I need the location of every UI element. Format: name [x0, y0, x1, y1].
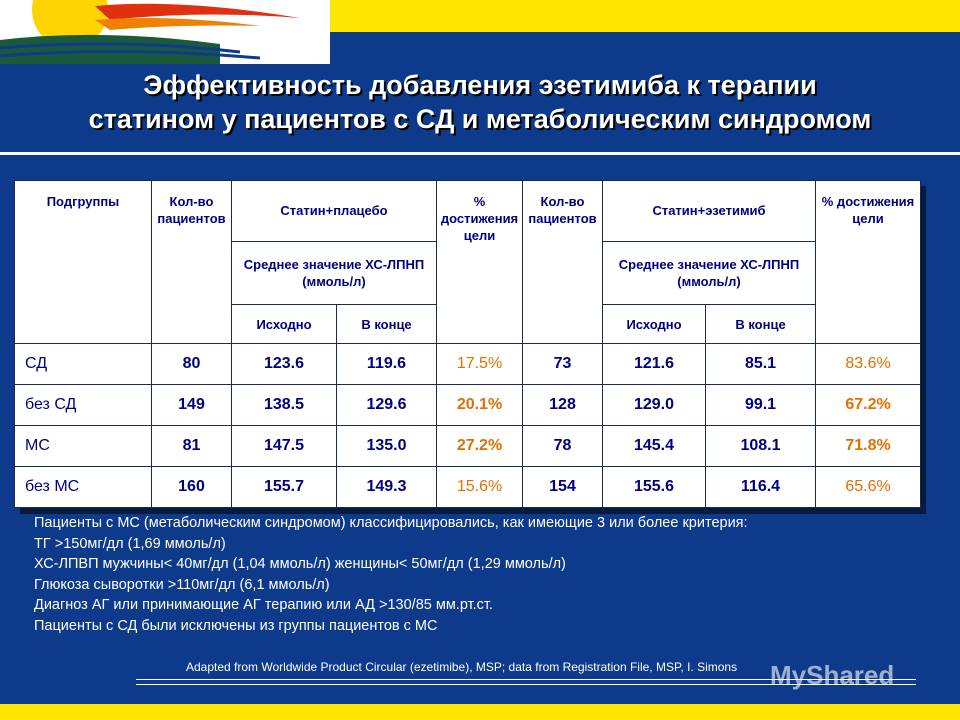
header-baseline-placebo: Исходно: [231, 303, 337, 345]
header-baseline-ezetimibe: Исходно: [602, 303, 706, 345]
header-goal-percent-ezetimibe: % достижения цели: [815, 179, 922, 345]
cell-n-ezetimibe: 128: [522, 384, 603, 427]
cell-group: без СД: [14, 384, 152, 427]
header-end-ezetimibe: В конце: [704, 303, 817, 345]
cell-baseline-ezetimibe: 121.6: [602, 343, 706, 386]
cell-goal-placebo: 17.5%: [436, 343, 523, 386]
results-table-container: Подгруппы Кол-во пациентов Статин+плацеб…: [14, 179, 922, 508]
header-mean-ldl-ezetimibe: Среднее значение ХС-ЛПНП (ммоль/л): [601, 240, 817, 305]
cell-n-ezetimibe: 73: [522, 343, 603, 386]
cell-end-placebo: 119.6: [336, 343, 437, 386]
cell-end-placebo: 149.3: [336, 466, 437, 508]
cell-goal-placebo: 27.2%: [436, 425, 523, 468]
note-line: Диагноз АГ или принимающие АГ терапию ил…: [34, 597, 493, 613]
cell-end-placebo: 129.6: [336, 384, 437, 427]
cell-baseline-ezetimibe: 145.4: [602, 425, 706, 468]
note-line: Пациенты с СД были исключены из группы п…: [34, 617, 438, 634]
header-patient-count-placebo: Кол-во пациентов: [151, 179, 232, 345]
note-line: ТГ >150мг/дл (1,69 ммоль/л): [34, 535, 226, 552]
watermark-logo: MyShared: [770, 660, 895, 690]
cell-group: без МС: [14, 466, 152, 508]
cell-goal-placebo: 15.6%: [436, 466, 523, 508]
note-line: Пациенты с МС (метаболическим синдромом)…: [34, 515, 748, 531]
header-statin-ezetimibe: Статин+эзетимиб: [601, 180, 817, 242]
header-goal-percent-placebo: % достижения цели: [436, 179, 523, 345]
header-patient-count-ezetimibe: Кол-во пациентов: [522, 179, 603, 345]
cell-end-ezetimibe: 116.4: [704, 466, 817, 508]
cell-baseline-placebo: 123.6: [231, 343, 337, 386]
footer-divider: [136, 679, 916, 685]
table-row: без СД 149 138.5 129.6 20.1% 128 129.0 9…: [14, 384, 922, 427]
cell-end-ezetimibe: 108.1: [704, 425, 817, 468]
cell-goal-ezetimibe: 65.6%: [815, 466, 922, 508]
cell-goal-ezetimibe: 71.8%: [815, 425, 922, 468]
table-row: МС 81 147.5 135.0 27.2% 78 145.4 108.1 7…: [14, 425, 922, 468]
header-end-placebo: В конце: [336, 303, 437, 345]
cell-end-ezetimibe: 99.1: [704, 384, 817, 427]
cell-n-ezetimibe: 154: [522, 466, 603, 508]
title-line-1: Эффективность добавления эзетимиба к тер…: [143, 70, 817, 100]
decorative-logo: [0, 0, 330, 64]
cell-group: СД: [14, 343, 152, 386]
cell-n-placebo: 160: [151, 466, 232, 508]
cell-baseline-placebo: 138.5: [231, 384, 337, 427]
cell-end-ezetimibe: 85.1: [704, 343, 817, 386]
cell-end-placebo: 135.0: [336, 425, 437, 468]
bottom-decor-band: [0, 704, 960, 720]
criteria-notes: Пациенты с МС (метаболическим синдромом)…: [34, 513, 960, 636]
cell-n-placebo: 81: [151, 425, 232, 468]
page-title: Эффективность добавления эзетимиба к тер…: [0, 68, 960, 136]
header-statin-placebo: Статин+плацебо: [231, 180, 437, 242]
note-line: ХС-ЛПВП мужчины< 40мг/дл (1,04 ммоль/л) …: [34, 556, 566, 572]
cell-baseline-placebo: 155.7: [231, 466, 337, 508]
table-row: без МС 160 155.7 149.3 15.6% 154 155.6 1…: [14, 466, 922, 508]
cell-n-placebo: 80: [151, 343, 232, 386]
title-divider: [0, 152, 960, 155]
header-mean-ldl-placebo: Среднее значение ХС-ЛПНП (ммоль/л): [231, 240, 437, 305]
cell-baseline-ezetimibe: 129.0: [602, 384, 706, 427]
header-subgroups: Подгруппы: [14, 179, 152, 345]
cell-baseline-ezetimibe: 155.6: [602, 466, 706, 508]
cell-goal-placebo: 20.1%: [436, 384, 523, 427]
cell-n-placebo: 149: [151, 384, 232, 427]
cell-group: МС: [14, 425, 152, 468]
cell-goal-ezetimibe: 83.6%: [815, 343, 922, 386]
cell-goal-ezetimibe: 67.2%: [815, 384, 922, 427]
cell-baseline-placebo: 147.5: [231, 425, 337, 468]
note-line: Глюкоза сыворотки >110мг/дл (6,1 ммоль/л…: [34, 576, 330, 593]
title-line-2: статином у пациентов с СД и метаболическ…: [88, 104, 872, 134]
results-table: Подгруппы Кол-во пациентов Статин+плацеб…: [14, 179, 922, 508]
source-citation: Adapted from Worldwide Product Circular …: [186, 660, 738, 674]
cell-n-ezetimibe: 78: [522, 425, 603, 468]
table-row: СД 80 123.6 119.6 17.5% 73 121.6 85.1 83…: [14, 343, 922, 386]
